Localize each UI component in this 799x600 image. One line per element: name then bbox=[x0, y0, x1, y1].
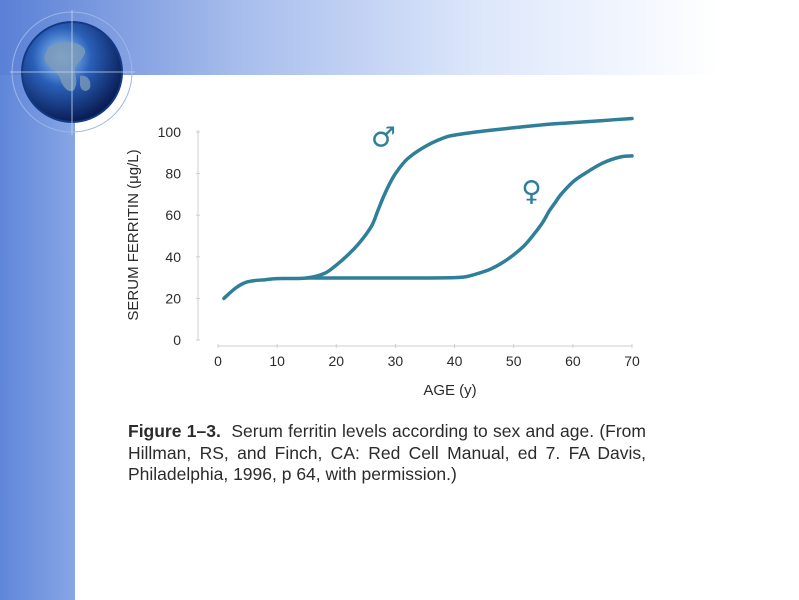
chart-axes bbox=[197, 130, 632, 347]
male-symbol-label: ♂ bbox=[371, 121, 396, 154]
annotation-group: ♂♀ bbox=[371, 121, 542, 208]
x-tick-label: 10 bbox=[269, 353, 285, 369]
y-tick-label: 60 bbox=[165, 207, 181, 223]
y-tick-label: 40 bbox=[165, 249, 181, 265]
female-symbol-label: ♀ bbox=[521, 175, 542, 208]
y-tick-label: 100 bbox=[158, 124, 182, 140]
y-tick-group: 0 20 40 60 80 100 bbox=[158, 124, 200, 348]
series-line-male bbox=[222, 116, 634, 301]
series-line-female bbox=[304, 154, 634, 280]
x-tick-label: 60 bbox=[565, 353, 581, 369]
x-tick-label: 0 bbox=[214, 353, 222, 369]
x-tick-label: 20 bbox=[328, 353, 344, 369]
x-tick-label: 40 bbox=[447, 353, 463, 369]
x-tick-group: 0 10 20 30 40 50 60 70 bbox=[214, 344, 640, 369]
y-tick-label: 0 bbox=[173, 332, 181, 348]
slide-top-band bbox=[0, 0, 799, 75]
figure-caption-text: Serum ferritin levels according to sex a… bbox=[128, 421, 646, 484]
y-tick-label: 20 bbox=[165, 290, 181, 306]
x-tick-label: 70 bbox=[624, 353, 640, 369]
slide-content-panel bbox=[75, 75, 799, 600]
x-tick-label: 30 bbox=[388, 353, 404, 369]
y-axis-label: SERUM FERRITIN (μg/L) bbox=[125, 149, 142, 320]
figure-label: Figure 1–3. bbox=[128, 421, 221, 441]
x-tick-label: 50 bbox=[506, 353, 522, 369]
y-tick-label: 80 bbox=[165, 166, 181, 182]
figure-caption: Figure 1–3. Serum ferritin levels accord… bbox=[128, 421, 646, 486]
series-group bbox=[222, 116, 634, 301]
globe-icon bbox=[10, 10, 135, 135]
x-axis-label: AGE (y) bbox=[423, 382, 476, 399]
